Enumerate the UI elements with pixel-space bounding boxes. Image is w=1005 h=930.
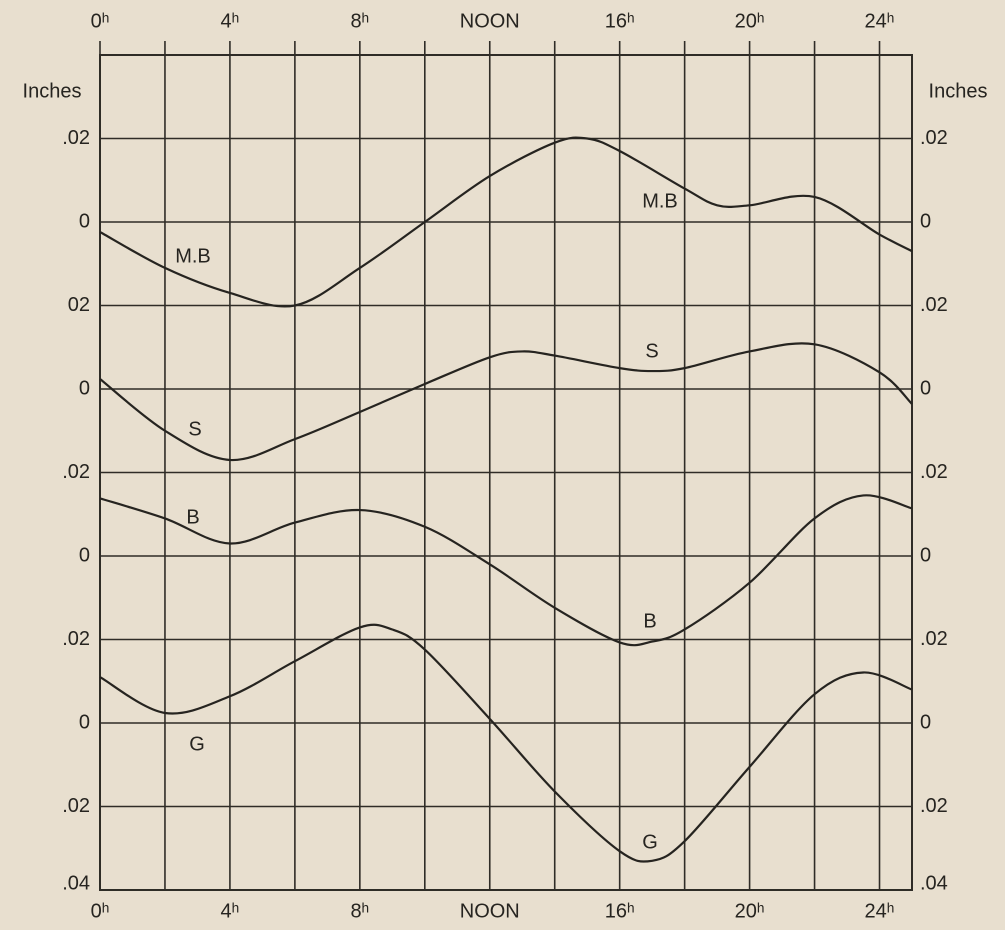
x-tick-label: 20ʰ [735,900,765,922]
y2-tick-label: 0 [920,377,931,399]
x-tick-label: 8ʰ [350,900,369,922]
y-tick-label: .02 [62,628,90,650]
line [99,136,913,308]
series-label: S [645,340,658,362]
x-tick-label: 0ʰ [91,10,110,32]
y2-axis-label: Inches [929,80,988,102]
y2-tick-label: .02 [920,628,948,650]
x-tick-label: 16ʰ [605,10,635,32]
series-label: G [189,733,205,755]
y-tick-label: .02 [62,461,90,483]
y-tick-label: .04 [62,872,90,894]
x-tick-label: 8ʰ [350,10,369,32]
y-tick-label: 02 [68,294,90,316]
series-label: S [188,418,201,440]
series-label: B [186,506,199,528]
y2-tick-label: 0 [920,711,931,733]
y2-tick-label: .02 [920,294,948,316]
y-tick-label: 0 [79,210,90,232]
y2-tick-label: 0 [920,544,931,566]
x-tick-label: 4ʰ [221,10,240,32]
x-tick-label: NOON [460,10,520,32]
series-label: B [643,610,656,632]
series-label: M.B [642,190,678,212]
y-tick-label: 0 [79,377,90,399]
y2-tick-label: 0 [920,210,931,232]
y2-tick-label: .04 [920,872,948,894]
x-tick-label: 0ʰ [91,900,110,922]
series-label: G [642,831,658,853]
y-tick-label: .02 [62,795,90,817]
x-tick-label: 16ʰ [605,900,635,922]
x-tick-label: 20ʰ [735,10,765,32]
y-tick-label: 0 [79,544,90,566]
y2-tick-label: .02 [920,795,948,817]
line [99,623,913,863]
x-tick-label: 24ʰ [865,900,895,922]
y2-tick-label: .02 [920,127,948,149]
y-axis-label: Inches [23,80,82,102]
line [99,494,913,647]
x-tick-label: NOON [460,900,520,922]
line [99,342,913,462]
y2-tick-label: .02 [920,461,948,483]
y-tick-label: .02 [62,127,90,149]
y-tick-label: 0 [79,711,90,733]
x-tick-label: 4ʰ [221,900,240,922]
x-tick-label: 24ʰ [865,10,895,32]
series-label: M.B [175,245,211,267]
